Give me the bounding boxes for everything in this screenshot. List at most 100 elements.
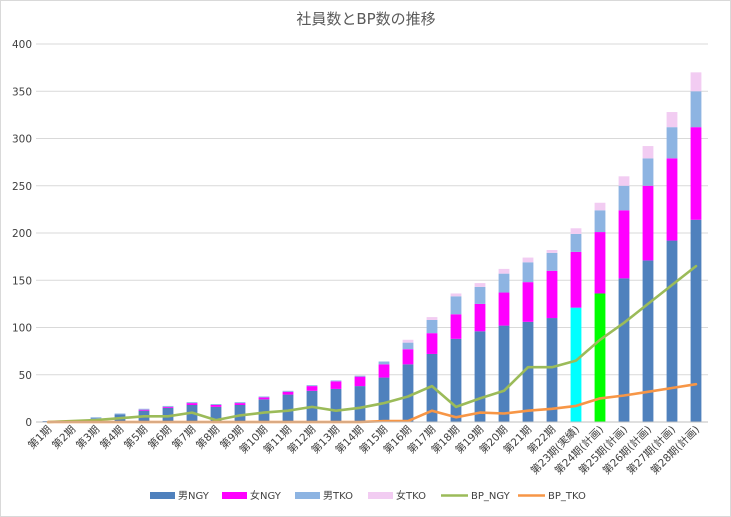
bar-segment [90,417,102,419]
y-tick-label: 100 [12,323,32,335]
bar-segment [618,185,630,211]
y-tick-label: 200 [12,228,32,240]
bar-segment [450,314,462,339]
bar-segment [210,406,222,422]
legend-label: 男TKO [323,490,353,502]
y-tick-label: 300 [12,134,32,146]
bar-segment [426,333,438,354]
bar-segment [258,397,270,400]
bar-segment [570,233,582,252]
bar-segment [522,257,534,263]
bar-segment [546,252,558,271]
bar-segment [666,127,678,159]
chart-title: 社員数とBP数の推移 [296,10,435,28]
y-tick-label: 150 [12,275,32,287]
y-tick-label: 250 [12,181,32,193]
bar-segment [258,399,270,422]
bar-segment [498,268,510,274]
bar-segment [282,391,294,395]
bar-segment [474,286,486,304]
legend-label: 女TKO [396,489,426,502]
bar-segment [474,303,486,332]
x-tick-label: 第6期 [145,423,174,452]
y-axis: 0 50 100 150 200 250 300 350 400 [12,39,32,429]
bar-segment [282,394,294,422]
bar-segment [594,202,606,211]
series-line [46,264,698,424]
legend-label: BP_TKO [548,491,586,502]
bar-segment [570,228,582,234]
bar-segment [474,331,486,422]
bar-segment [138,409,150,411]
x-tick-label: 第7期 [169,423,198,452]
bar-segment [474,283,486,287]
bar-segment [642,185,654,261]
bar-segment [522,262,534,283]
bar-segment [378,364,390,378]
bar-segment [402,342,414,350]
bar-segment [378,377,390,422]
legend-label: 女NGY [250,489,282,502]
bar-segment [234,403,246,405]
bar-segment [306,385,318,387]
bar-segment [522,282,534,322]
legend-swatch [295,492,320,499]
bar-segment [402,349,414,365]
legend-label: BP_NGY [471,491,511,502]
y-tick-label: 50 [19,370,32,382]
bar-segment [546,318,558,422]
legend: 男NGY 女NGY 男TKO 女TKO BP_NGY BP_TKO [150,489,586,502]
y-tick-label: 400 [12,39,32,51]
bar-layer [42,72,702,422]
x-tick-label: 第8期 [193,423,222,452]
y-tick-label: 0 [25,417,32,429]
bar-segment [282,390,294,392]
bar-segment [666,112,678,128]
bar-segment [618,176,630,186]
bar-segment [690,72,702,92]
bar-segment [354,375,366,377]
y-tick-label: 350 [12,86,32,98]
bar-segment [162,405,174,407]
bar-segment [618,210,630,279]
bar-segment [690,91,702,128]
bar-segment [330,388,342,422]
bar-segment [522,321,534,422]
bar-segment [546,250,558,253]
bar-segment [618,278,630,422]
legend-label: 男NGY [178,490,210,502]
bar-segment [330,381,342,389]
bar-segment [426,353,438,422]
bar-segment [186,402,198,404]
bar-segment [570,307,582,422]
bar-segment [450,296,462,315]
bar-segment [594,210,606,233]
x-tick-label: 第5期 [121,423,150,452]
gridlines [36,43,708,423]
bar-segment [162,406,174,408]
bar-segment [402,364,414,422]
bar-segment [594,232,606,294]
x-tick-label: 第4期 [97,423,126,452]
bar-segment [666,158,678,241]
bar-segment [498,325,510,422]
legend-swatch [150,492,175,499]
bar-segment [642,158,654,186]
bar-segment [162,407,174,422]
bar-segment [450,338,462,422]
bar-segment [354,376,366,387]
bar-segment [354,386,366,422]
bar-segment [234,404,246,422]
bar-segment [642,260,654,422]
x-axis: 第1期第2期第3期第4期第5期第6期第7期第8期第9期第10期第11期第12期第… [25,421,708,477]
bar-segment [426,317,438,320]
bar-segment [114,413,126,415]
bar-segment [306,386,318,391]
bar-segment [258,396,270,398]
bar-segment [138,408,150,410]
x-tick-label: 第2期 [49,423,78,452]
bar-segment [426,319,438,334]
bar-segment [690,127,702,220]
